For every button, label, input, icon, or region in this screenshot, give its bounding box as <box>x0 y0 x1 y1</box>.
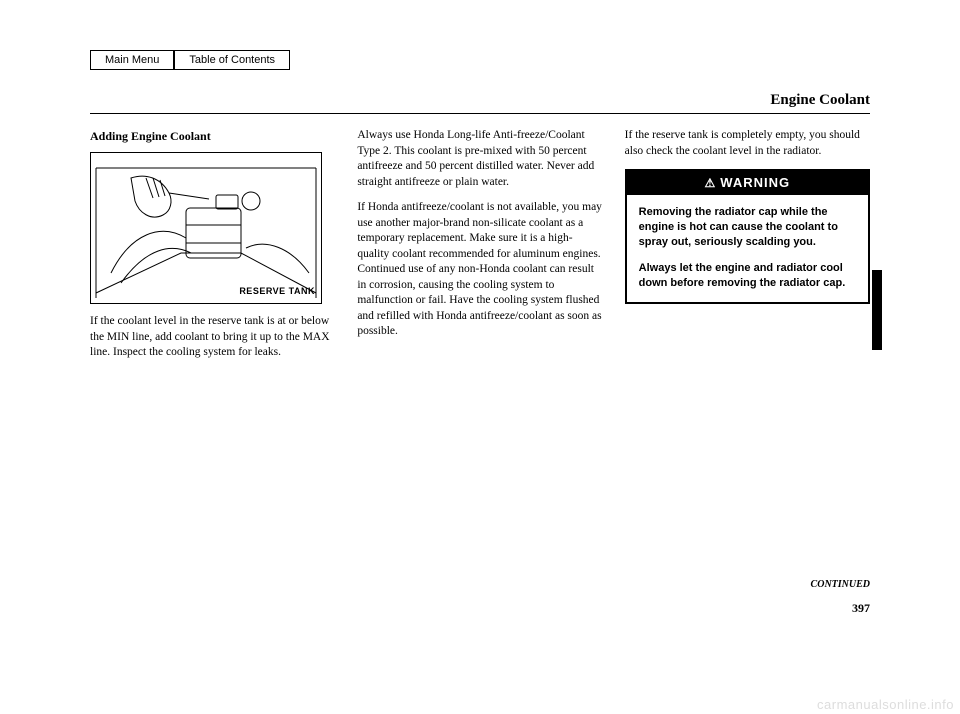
warning-header-text: WARNING <box>720 175 790 190</box>
watermark: carmanualsonline.info <box>817 697 954 712</box>
content-columns: Adding Engine Coolant <box>90 128 870 371</box>
warning-body-p1: Removing the radiator cap while the engi… <box>639 205 856 251</box>
side-tab <box>872 270 882 350</box>
figure-label: RESERVE TANK <box>239 285 315 297</box>
title-rule <box>90 113 870 114</box>
column-3: If the reserve tank is completely empty,… <box>625 128 870 371</box>
reserve-tank-illustration <box>91 153 321 303</box>
warning-header: ⚠WARNING <box>627 171 868 195</box>
page-number: 397 <box>852 601 870 616</box>
warning-body: Removing the radiator cap while the engi… <box>627 195 868 302</box>
column-2: Always use Honda Long-life Anti-freeze/C… <box>357 128 602 371</box>
col2-p1: Always use Honda Long-life Anti-freeze/C… <box>357 128 602 190</box>
continued-label: CONTINUED <box>811 579 870 590</box>
toc-button[interactable]: Table of Contents <box>174 50 290 70</box>
col1-p1: If the coolant level in the reserve tank… <box>90 314 335 361</box>
col2-p2: If Honda antifreeze/coolant is not avail… <box>357 200 602 340</box>
column-1: Adding Engine Coolant <box>90 128 335 371</box>
reserve-tank-figure: RESERVE TANK <box>90 152 322 304</box>
warning-body-p2: Always let the engine and radiator cool … <box>639 261 856 292</box>
page-title: Engine Coolant <box>90 92 870 109</box>
main-menu-button[interactable]: Main Menu <box>90 50 174 70</box>
col3-p1: If the reserve tank is completely empty,… <box>625 128 870 159</box>
col1-heading: Adding Engine Coolant <box>90 128 335 144</box>
warning-icon: ⚠ <box>705 175 717 191</box>
warning-box: ⚠WARNING Removing the radiator cap while… <box>625 169 870 304</box>
